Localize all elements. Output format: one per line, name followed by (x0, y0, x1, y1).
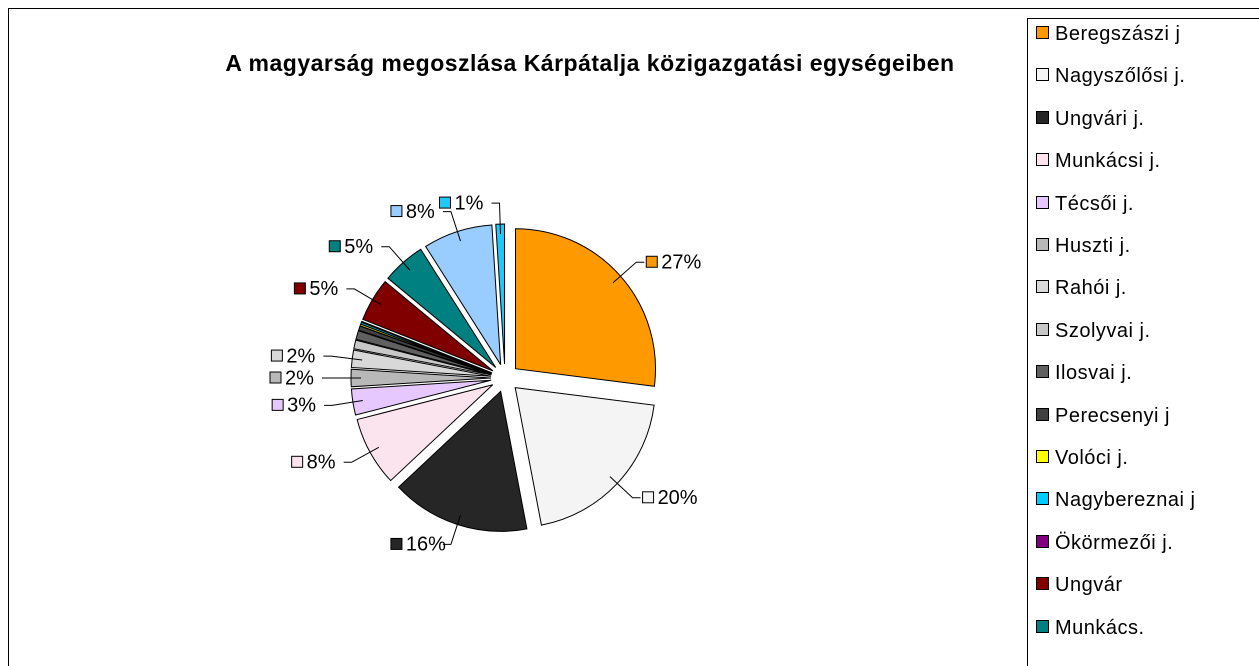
label-key (271, 398, 284, 411)
leader-line (442, 514, 461, 545)
data-label: 20% (658, 487, 698, 509)
pie-slice (353, 339, 492, 376)
label-key (328, 240, 341, 253)
legend-key (1036, 492, 1049, 506)
legend-key (1036, 619, 1049, 633)
data-label: 27% (661, 252, 701, 274)
legend-label: Szolyvai j. (1055, 319, 1151, 342)
data-label: 8% (406, 201, 435, 223)
data-label: 8% (307, 452, 336, 474)
leader-line (609, 476, 641, 499)
legend-item: Ungvár (1036, 574, 1122, 597)
legend-key (1036, 238, 1049, 251)
legend-label: Nagyszőlősi j. (1055, 65, 1186, 88)
legend-item: Nagyszőlősi j. (1036, 65, 1185, 88)
legend-key (1036, 280, 1049, 294)
legend-label: Perecsenyi j (1055, 404, 1170, 427)
legend-item: Beregszászi j (1036, 23, 1180, 46)
label-key (390, 205, 403, 218)
label-key (291, 455, 304, 468)
data-label: 16% (406, 534, 446, 556)
data-label: 5% (309, 278, 338, 300)
legend-item: Perecsenyi j (1036, 405, 1170, 428)
leader-line (491, 202, 501, 235)
legend-label: Técsői j. (1055, 192, 1134, 215)
data-label: 5% (344, 236, 373, 258)
leader-line (343, 446, 380, 463)
legend-label: Beregszászi j (1055, 23, 1181, 45)
chart-border (8, 8, 1259, 666)
legend-label: Rahói j. (1055, 277, 1127, 300)
leader-line (323, 355, 363, 361)
legend-item: Rahói j. (1036, 277, 1127, 300)
leader-line (612, 261, 645, 284)
pie-slice (514, 387, 655, 526)
legend-item: Técsői j. (1036, 193, 1134, 216)
legend-key (1036, 68, 1049, 82)
label-key (270, 349, 283, 362)
leader-line (381, 246, 411, 271)
label-key (390, 537, 403, 550)
data-label: 2% (286, 345, 315, 367)
legend: Beregszászi j Nagyszőlősi j. Ungvári j. Mun… (1027, 18, 1259, 666)
legend-key (1036, 322, 1049, 336)
legend-label: Ungvár (1055, 574, 1123, 597)
label-key (269, 371, 282, 384)
legend-item: Huszti j. (1036, 235, 1131, 258)
legend-key (1036, 534, 1049, 548)
legend-label: Ilosvai j. (1055, 362, 1133, 385)
legend-item: Munkácsi j. (1036, 150, 1161, 173)
leader-line (346, 288, 382, 306)
legend-item: Ilosvai j. (1036, 362, 1132, 385)
data-label: 1% (455, 192, 484, 214)
legend-key (1036, 195, 1049, 209)
legend-label: Ungvári j. (1055, 107, 1145, 130)
data-label: 2% (285, 367, 314, 389)
legend-label: Munkácsi j. (1055, 150, 1161, 173)
label-key (645, 255, 658, 268)
data-label: 3% (287, 395, 316, 417)
legend-key (1036, 26, 1049, 39)
legend-key (1036, 450, 1049, 463)
legend-key (1036, 153, 1049, 167)
legend-item: Ungvári j. (1036, 108, 1144, 131)
label-key (642, 491, 655, 504)
legend-item: Munkács. (1036, 617, 1145, 640)
chart-title: A magyarság megoszlása Kárpátalja köziga… (225, 50, 955, 76)
pie-slice (515, 228, 656, 387)
legend-item: Volóci j. (1036, 447, 1128, 470)
legend-label: Nagybereznai j (1055, 489, 1196, 512)
leader-line (442, 211, 461, 242)
legend-item: Ökörmezői j. (1036, 532, 1173, 555)
legend-key (1036, 110, 1049, 124)
legend-label: Ökörmezői j. (1055, 531, 1174, 554)
legend-item: Nagybereznai j (1036, 489, 1195, 512)
legend-label: Munkács. (1055, 616, 1145, 639)
leader-line (324, 400, 363, 406)
label-key (439, 196, 452, 209)
legend-key (1036, 577, 1049, 591)
pie-slice (360, 320, 493, 374)
label-key (293, 282, 306, 295)
pie-slice (355, 330, 492, 375)
legend-key (1036, 407, 1049, 421)
legend-label: Volóci j. (1055, 447, 1129, 469)
legend-label: Huszti j. (1055, 235, 1131, 257)
legend-key (1036, 365, 1049, 379)
legend-item: Szolyvai j. (1036, 320, 1151, 343)
